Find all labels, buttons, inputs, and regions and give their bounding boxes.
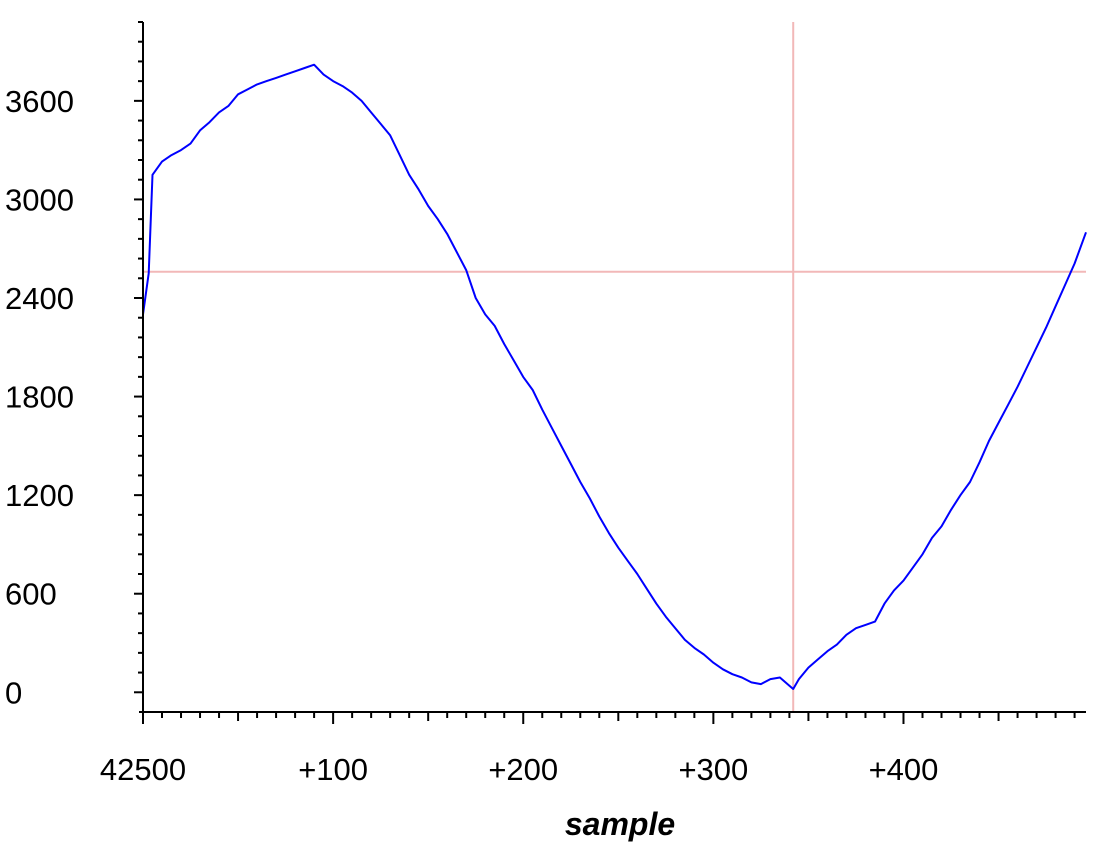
x-tick-label: +400 <box>869 752 939 787</box>
x-tick-label: +300 <box>678 752 748 787</box>
crosshair <box>143 22 1086 712</box>
x-axis: 42500 +100 +200 +300 +400 <box>100 711 1086 787</box>
y-tick-label: 3600 <box>5 84 74 119</box>
y-tick-label: 1200 <box>5 478 74 513</box>
x-tick-label: 42500 <box>100 752 186 787</box>
x-tick-label: +100 <box>298 752 368 787</box>
y-tick-label: 3000 <box>5 182 74 217</box>
y-axis: 0 600 1200 1800 2400 3000 3600 <box>5 21 144 716</box>
y-tick-label: 600 <box>5 577 57 612</box>
y-tick-label: 2400 <box>5 281 74 316</box>
series-line-0 <box>142 63 1087 690</box>
y-tick-label: 0 <box>5 675 22 710</box>
y-tick-label: 1800 <box>5 380 74 415</box>
series-layer <box>142 63 1087 690</box>
x-axis-label: sample <box>565 806 675 842</box>
x-tick-label: +200 <box>488 752 558 787</box>
